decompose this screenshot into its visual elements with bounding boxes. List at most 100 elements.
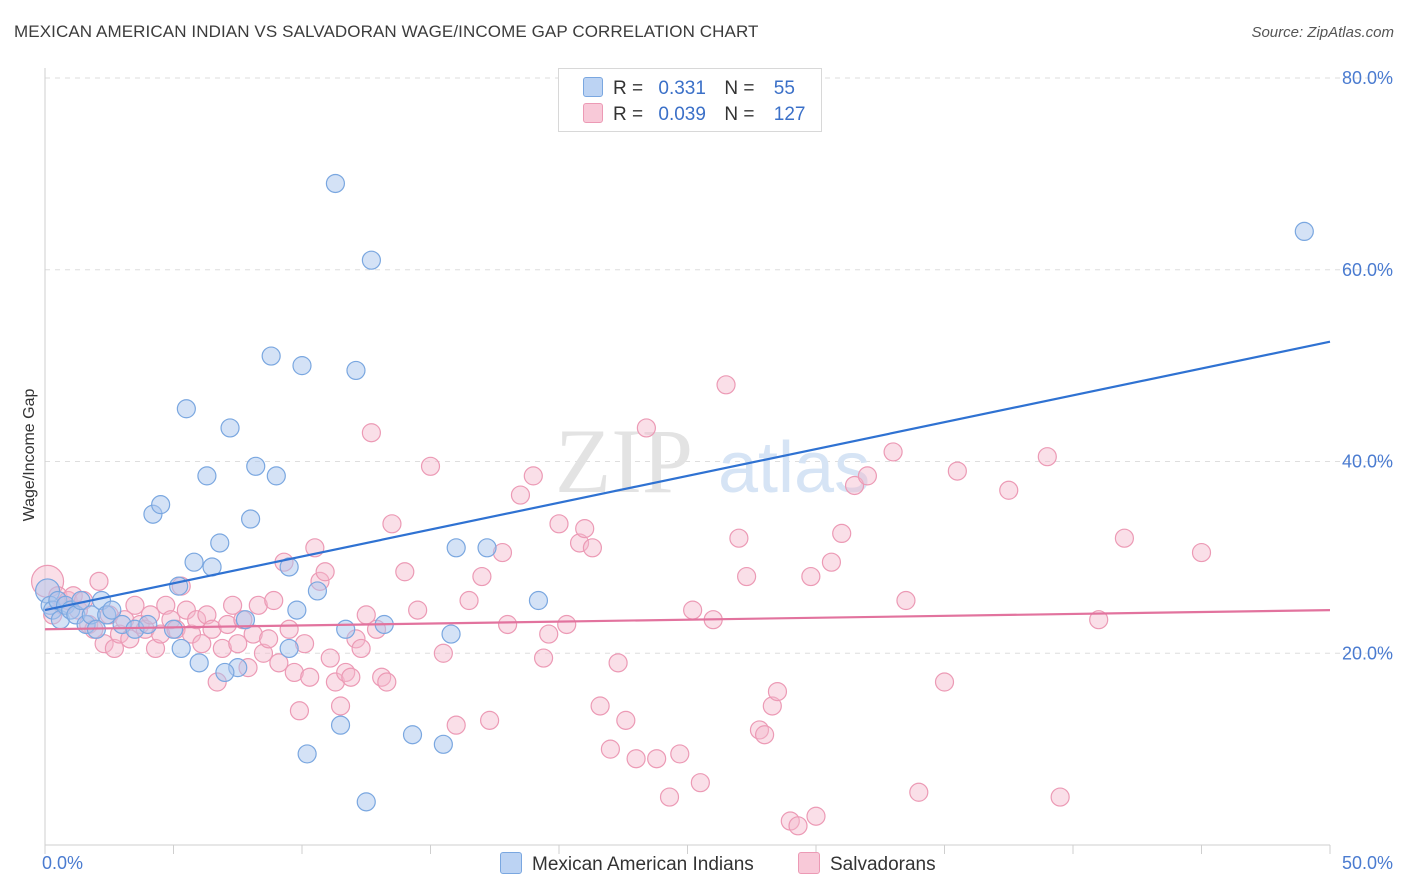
salvadorans-point <box>145 638 166 659</box>
mexican-american-indians-points <box>34 173 1314 812</box>
salvadorans-point <box>197 605 217 625</box>
salvadorans-point <box>315 562 335 582</box>
salvadorans-point <box>248 595 268 615</box>
salvadorans-point <box>557 614 577 635</box>
salvadorans-point <box>539 624 559 644</box>
salvadorans-point <box>382 514 402 534</box>
salvadorans-point <box>626 749 646 769</box>
salvadorans-point <box>89 571 109 591</box>
salvadorans-point <box>716 375 736 395</box>
salvadorans-point <box>590 696 610 716</box>
watermark-atlas: atlas <box>718 428 870 508</box>
r-label: R = <box>613 78 644 99</box>
salvadorans-point <box>934 672 955 692</box>
salvadorans-point <box>330 696 351 716</box>
salvadorans-point <box>999 480 1019 500</box>
mexican-american-indians-point <box>356 792 376 812</box>
legend-item-salvadorans: Salvadorans <box>798 852 936 876</box>
salvadorans-point <box>279 619 299 639</box>
salvadorans-point <box>801 566 821 587</box>
chart-title: MEXICAN AMERICAN INDIAN VS SALVADORAN WA… <box>14 22 759 41</box>
salvadorans-point <box>1089 610 1109 630</box>
x-tick-label: 0.0% <box>42 853 83 873</box>
salvadorans-point <box>320 648 340 668</box>
mexican-american-indians-point <box>441 624 461 644</box>
pink-swatch <box>798 852 820 874</box>
series-legend: Mexican American Indians Salvadorans <box>0 852 1406 878</box>
legend-label: Salvadorans <box>830 854 936 875</box>
salvadorans-point <box>533 648 554 668</box>
r-value: 0.039 <box>658 104 706 125</box>
salvadorans-point <box>683 600 703 620</box>
salvadorans-point <box>377 672 397 692</box>
mexican-american-indians-point <box>528 590 549 611</box>
salvadorans-point <box>253 643 274 663</box>
salvadorans-point <box>408 600 428 620</box>
mexican-american-indians-point <box>138 614 158 635</box>
salvadorans-point <box>498 614 518 635</box>
n-value: 127 <box>773 104 806 125</box>
salvadorans-point <box>729 528 749 548</box>
salvadorans-point <box>806 806 826 826</box>
pink-swatch <box>583 103 603 123</box>
salvadorans-point <box>202 619 222 639</box>
mexican-american-indians-point <box>279 638 299 659</box>
salvadorans-point <box>125 595 145 615</box>
salvadorans-point <box>690 773 710 793</box>
salvadorans-point <box>446 715 466 735</box>
salvadorans-point <box>575 519 595 539</box>
mexican-american-indians-point <box>287 600 307 620</box>
salvadorans-point <box>156 595 176 615</box>
salvadorans-point <box>223 595 243 615</box>
r-value: 0.331 <box>658 78 706 99</box>
mexican-american-indians-point <box>102 600 122 620</box>
salvadorans-point <box>181 624 202 644</box>
salvadorans-point <box>228 634 248 654</box>
salvadorans-point <box>264 590 284 611</box>
mexican-american-indians-point <box>330 715 351 735</box>
salvadorans-point <box>341 667 361 687</box>
salvadorans-point <box>217 614 238 635</box>
mexican-american-indians-point <box>336 619 356 639</box>
salvadorans-point <box>472 566 492 587</box>
salvadorans-point <box>754 725 775 745</box>
legend-label: Mexican American Indians <box>532 854 754 875</box>
watermark-zip: ZIP <box>555 410 693 512</box>
mexican-american-indians-point <box>210 533 230 553</box>
salvadorans-point <box>1050 787 1070 807</box>
salvadorans-point <box>104 638 124 659</box>
salvadorans-point <box>480 710 500 730</box>
salvadorans-point <box>659 787 680 807</box>
salvadorans-point <box>821 552 842 572</box>
mexican-american-indians-point <box>402 725 423 745</box>
mexican-american-indians-point <box>189 653 209 673</box>
n-label: N = <box>724 104 755 125</box>
mexican-american-indians-point <box>307 581 328 601</box>
mexican-american-indians-point <box>184 552 204 572</box>
legend-item-mexican-american-indians: Mexican American Indians <box>500 852 754 876</box>
mexican-american-indians-point <box>446 538 466 558</box>
salvadorans-point <box>844 475 865 496</box>
salvadorans-point <box>1191 542 1212 563</box>
salvadorans-point <box>192 634 212 654</box>
salvadorans-point <box>269 653 289 673</box>
mexican-american-indians-point <box>151 495 171 515</box>
salvadorans-point <box>947 461 967 481</box>
x-tick-label: 50.0% <box>1342 853 1393 873</box>
blue-swatch <box>583 77 603 97</box>
tick-labels: 20.0% 40.0% 60.0% 80.0% 0.0% 50.0% <box>42 68 1393 873</box>
salvadorans-point <box>459 590 479 611</box>
salvadorans-point <box>420 456 441 476</box>
n-label: N = <box>724 78 755 99</box>
salvadorans-point <box>636 418 656 438</box>
salvadorans-point <box>549 514 569 534</box>
salvadorans-point <box>187 610 207 630</box>
axes <box>44 68 1331 854</box>
mexican-american-indians-point <box>433 734 453 754</box>
salvadorans-point <box>832 523 852 544</box>
salvadorans-point <box>569 533 590 553</box>
salvadorans-point <box>212 638 232 659</box>
mexican-american-indians-point <box>215 662 235 683</box>
salvadorans-point <box>909 782 929 802</box>
